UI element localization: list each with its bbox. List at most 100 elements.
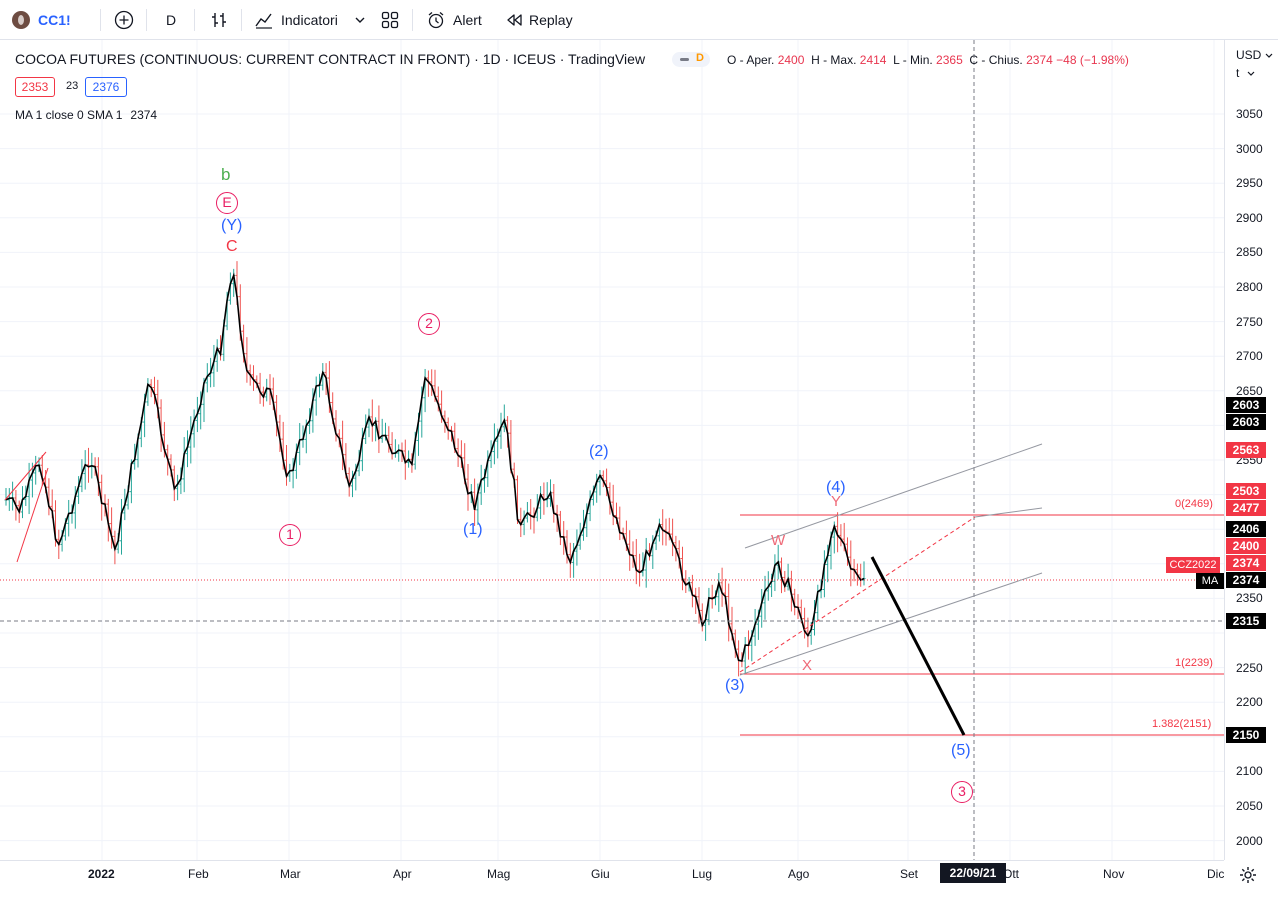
status-letter: D [696, 52, 704, 64]
chart-title: COCOA FUTURES (CONTINUOUS: CURRENT CONTR… [15, 51, 646, 67]
time-tick-label: Lug [692, 867, 713, 881]
price-tag: 2603 [1226, 414, 1266, 430]
replay-label: Replay [529, 11, 573, 28]
symbol-label: CC1! [38, 11, 71, 28]
chevron-down-icon [1265, 53, 1273, 58]
time-axis[interactable] [0, 860, 1224, 898]
open-label: O - Aper. [727, 53, 775, 67]
price-tag: 2477 [1226, 500, 1266, 516]
wave-label-circled-1: 1 [279, 524, 301, 546]
alert-button[interactable]: Alert [426, 0, 482, 39]
ohlc-values: O - Aper. 2400 H - Max. 2414 L - Min. 23… [727, 53, 1129, 67]
unit-label[interactable]: t [1236, 66, 1240, 80]
time-tick-label: Giu [591, 867, 610, 881]
channel-mid-extension [974, 507, 1043, 518]
buy-price-button[interactable]: 2376 [85, 77, 127, 97]
channel-mid-dashed [739, 516, 976, 673]
price-tick-label: 2700 [1236, 349, 1263, 364]
wave-label-circled-3: 3 [951, 781, 973, 803]
fib-label-0: 0(2469) [1175, 498, 1213, 510]
fib-label-1: 1(2239) [1175, 657, 1213, 669]
spread-value: 23 [66, 80, 79, 92]
fib-label-1382: 1.382(2151) [1152, 718, 1212, 730]
projection-line [870, 556, 966, 736]
time-tick-label: Feb [188, 867, 209, 881]
ma-value: 2374 [130, 108, 158, 122]
price-tick-label: 2350 [1236, 591, 1263, 606]
time-tick-label: Ott [1003, 867, 1020, 881]
price-chart[interactable] [0, 40, 1278, 897]
price-tag: 2400 [1226, 538, 1266, 554]
wave-label-circled-E: E [216, 192, 238, 214]
grid-icon [381, 11, 399, 28]
compare-add-button[interactable] [114, 0, 134, 39]
bar-style-button[interactable] [209, 0, 229, 39]
price-tick-label: 2900 [1236, 210, 1263, 225]
wave-label-1: (1) [463, 521, 483, 538]
gear-icon [1240, 867, 1256, 883]
price-tick-label: 2000 [1236, 833, 1263, 848]
templates-dropdown[interactable] [354, 0, 366, 39]
wave-label-5: (5) [951, 742, 971, 759]
bars-icon [212, 12, 226, 27]
ma-tag: MA [1196, 573, 1224, 589]
time-tick-label: Set [900, 867, 919, 881]
replay-button[interactable]: Replay [505, 0, 573, 39]
toolbar-divider [241, 9, 242, 31]
price-tick-label: 2800 [1236, 280, 1263, 294]
price-tag: 2563 [1226, 442, 1266, 458]
price-tag: 2406 [1226, 521, 1266, 537]
time-tick-label: Dic [1207, 867, 1225, 881]
price-tick-label: 2100 [1236, 764, 1263, 779]
chart-settings-button[interactable] [1238, 865, 1258, 885]
plus-circle-icon [114, 10, 134, 29]
symbol-search-button[interactable]: CC1! [12, 0, 71, 39]
wave-label-W: W [771, 532, 786, 549]
toolbar-divider [100, 9, 101, 31]
time-tick-label: Apr [393, 867, 412, 881]
open-value: 2400 [777, 53, 805, 67]
price-tag: 2603 [1226, 397, 1266, 413]
indicators-icon [255, 13, 272, 29]
dash-icon [680, 58, 689, 61]
contract-tag: CCZ2022 [1166, 557, 1220, 573]
channel-upper-line [744, 443, 1043, 549]
time-tick-label: Mar [280, 867, 301, 881]
crosshair-date-label: 22/09/21 [940, 863, 1006, 883]
price-tick-label: 2950 [1236, 176, 1263, 191]
indicators-button[interactable]: Indicatori [254, 0, 338, 39]
ma-indicator-legend[interactable]: MA 1 close 0 SMA 1 2374 [15, 108, 157, 122]
indicators-label: Indicatori [281, 11, 338, 28]
toolbar-divider [146, 9, 147, 31]
top-toolbar: CC1! D Indicatori Alert Replay [0, 0, 1278, 40]
market-status-pill[interactable]: D [672, 52, 710, 67]
wave-label-C: C [226, 238, 238, 255]
chart-canvas[interactable] [0, 40, 1278, 897]
layouts-button[interactable] [380, 0, 400, 39]
price-tick-label: 3050 [1236, 107, 1263, 121]
toolbar-divider [194, 9, 195, 31]
interval-button[interactable]: D [166, 0, 176, 39]
wave-label-b: b [221, 165, 231, 184]
price-tick-label: 2050 [1236, 799, 1263, 813]
price-tag: 2374 [1226, 555, 1266, 571]
price-tick-label: 3000 [1236, 141, 1263, 156]
price-tick-label: 2200 [1236, 695, 1263, 710]
cocoa-logo-icon [12, 10, 30, 29]
wave-label-3: (3) [725, 677, 745, 694]
price-tick-label: 2750 [1236, 314, 1263, 329]
price-tag: 2315 [1226, 613, 1266, 629]
sell-price-button[interactable]: 2353 [15, 77, 55, 97]
chevron-down-icon [1247, 71, 1255, 76]
alert-label: Alert [453, 11, 482, 28]
wave-label-circled-2: 2 [418, 313, 440, 335]
high-label: H - Max. [811, 53, 857, 67]
close-value: 2374 [1026, 53, 1053, 67]
price-tick-label: 2650 [1236, 383, 1263, 398]
price-tag: 2503 [1226, 483, 1266, 499]
wave-label-4: (4) [826, 479, 846, 496]
low-label: L - Min. [893, 53, 933, 67]
ma-line [5, 272, 865, 662]
currency-label[interactable]: USD [1236, 48, 1262, 62]
toolbar-divider [412, 9, 413, 31]
